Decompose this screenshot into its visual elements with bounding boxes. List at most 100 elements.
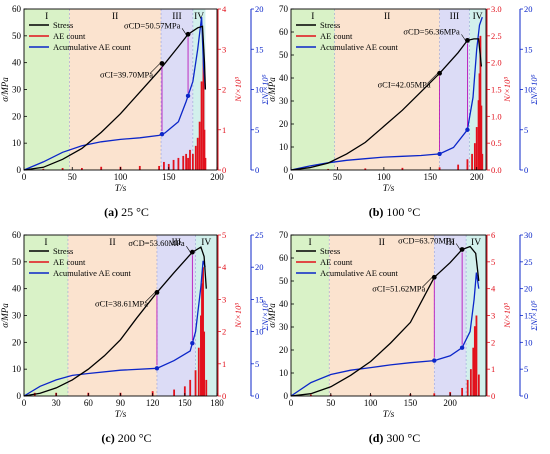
cumulative-ae-tick-label: 5 xyxy=(524,364,528,374)
cumulative-threshold-point xyxy=(432,358,437,363)
cumulative-threshold-point xyxy=(465,127,470,132)
ae-count-tick-label: 2.5 xyxy=(491,31,502,41)
y-tick-label: 0 xyxy=(284,165,289,175)
ae-count-tick-label: 0 xyxy=(491,391,495,401)
stress-line xyxy=(23,25,207,171)
ae-count-bar xyxy=(457,164,460,170)
ci-threshold-label: σCI=51.62MPa xyxy=(372,283,425,293)
ae-count-bar xyxy=(461,387,464,396)
ae-count-tick-label: 2 xyxy=(491,337,495,347)
cumulative-ae-tick-label: 20 xyxy=(524,4,533,14)
ae-count-bar xyxy=(194,145,197,170)
ae-count-bar xyxy=(480,105,483,170)
y-tick-label: 0 xyxy=(17,165,22,175)
ae-count-bar xyxy=(203,331,206,396)
x-tick-label: 150 xyxy=(424,172,438,182)
ae-count-bar xyxy=(173,389,176,396)
ae-count-tick-label: 3 xyxy=(222,294,226,304)
y-tick-label: 10 xyxy=(12,138,22,148)
ae-count-tick-label: 4 xyxy=(491,284,496,294)
ae-count-bar xyxy=(204,157,207,170)
ae-count-tick-label: 0.5 xyxy=(491,138,502,148)
ae-count-tick-label: 6 xyxy=(491,230,495,240)
cumulative-ae-tick-label: 15 xyxy=(524,44,533,54)
cumulative-threshold-point xyxy=(159,131,165,137)
stage-band xyxy=(69,9,162,170)
y-tick-label: 40 xyxy=(279,299,289,309)
cumulative-ae-tick-label: 5 xyxy=(255,359,259,369)
cumulative-ae-tick-label: 0 xyxy=(524,165,528,175)
legend-entry: AE count xyxy=(53,257,86,267)
stage-band xyxy=(439,9,470,170)
annotation-leader xyxy=(181,28,187,35)
cumulative-ae-tick-label: 5 xyxy=(255,125,259,135)
ae-count-bar xyxy=(198,121,201,170)
y-axis-label: σ/MPa xyxy=(0,77,10,102)
ci-threshold-label: σCI=42.05MPa xyxy=(378,79,431,89)
ae-count-bar xyxy=(401,167,404,170)
legend-entry: AE count xyxy=(320,31,353,41)
x-axis-label: T/s xyxy=(383,410,395,420)
cumulative-ae-axis-label: ΣN/×10⁵ xyxy=(529,300,539,331)
ae-count-bar xyxy=(202,49,205,170)
ae-count-tick-label: 0 xyxy=(222,165,226,175)
ae-count-bar xyxy=(473,326,476,396)
x-tick-label: 0 xyxy=(22,398,27,408)
x-tick-label: 150 xyxy=(162,172,176,182)
panel-caption: (c) 200 °C xyxy=(101,431,151,445)
cd-threshold-label: σCD=56.36MPa xyxy=(403,26,460,36)
y-axis-label: σ/MPa xyxy=(0,303,10,328)
ae-count-bar xyxy=(191,153,194,170)
y-tick-label: 10 xyxy=(279,142,289,152)
caption-temperature: 100 °C xyxy=(383,205,420,219)
ae-count-bar xyxy=(183,386,186,396)
legend-entry: Acumulative AE count xyxy=(53,42,132,52)
ae-count-bar xyxy=(477,100,480,170)
ae-count-bar xyxy=(471,153,473,170)
legend-entry: AE count xyxy=(320,257,353,267)
stage-label: II xyxy=(112,12,118,22)
y-tick-label: 50 xyxy=(12,31,22,41)
ae-count-axis-label: N/×10³ xyxy=(233,303,243,329)
cumulative-ae-tick-label: 5 xyxy=(524,125,528,135)
ae-count-bar xyxy=(187,157,189,170)
cumulative-threshold-point xyxy=(185,93,191,99)
cumulative-ae-axis-label: ΣN/×10⁵ xyxy=(260,74,270,105)
x-tick-label: 200 xyxy=(443,398,457,408)
cumulative-ae-tick-label: 0 xyxy=(255,165,259,175)
stress-threshold-point xyxy=(459,247,465,252)
ae-count-tick-label: 0 xyxy=(222,391,226,401)
cumulative-ae-tick-label: 15 xyxy=(524,311,533,321)
x-tick-label: 50 xyxy=(333,172,343,182)
panel-caption: (b) 100 °C xyxy=(369,205,420,219)
legend-entry: Stress xyxy=(320,20,340,30)
ae-count-bar xyxy=(433,393,436,396)
x-tick-label: 0 xyxy=(289,398,294,408)
ae-count-tick-label: 0.0 xyxy=(491,165,502,175)
plot-frame xyxy=(290,8,487,171)
ae-count-bar xyxy=(201,283,203,396)
caption-temperature: 300 °C xyxy=(383,431,420,445)
ae-count-bar xyxy=(196,137,199,170)
stage-label: III xyxy=(445,238,455,248)
x-axis-label: T/s xyxy=(115,410,127,420)
x-tick-label: 60 xyxy=(84,398,94,408)
annotation-leader xyxy=(427,73,438,84)
x-tick-label: 100 xyxy=(364,398,378,408)
y-tick-label: 30 xyxy=(279,322,289,332)
stage-label: IV xyxy=(473,12,483,22)
x-tick-label: 50 xyxy=(326,398,336,408)
ae-count-tick-label: 3 xyxy=(222,44,226,54)
y-axis-label: σ/MPa xyxy=(267,303,277,328)
panel-caption: (d) 300 °C xyxy=(369,431,420,445)
x-tick-label: 100 xyxy=(377,172,391,182)
x-tick-label: 200 xyxy=(210,172,224,182)
ae-count-bar xyxy=(479,35,482,171)
ae-count-bar xyxy=(475,127,478,170)
ae-count-tick-label: 3.0 xyxy=(491,4,502,14)
stress-line xyxy=(290,245,480,397)
y-tick-label: 10 xyxy=(279,368,289,378)
annotation-leader xyxy=(149,63,161,74)
